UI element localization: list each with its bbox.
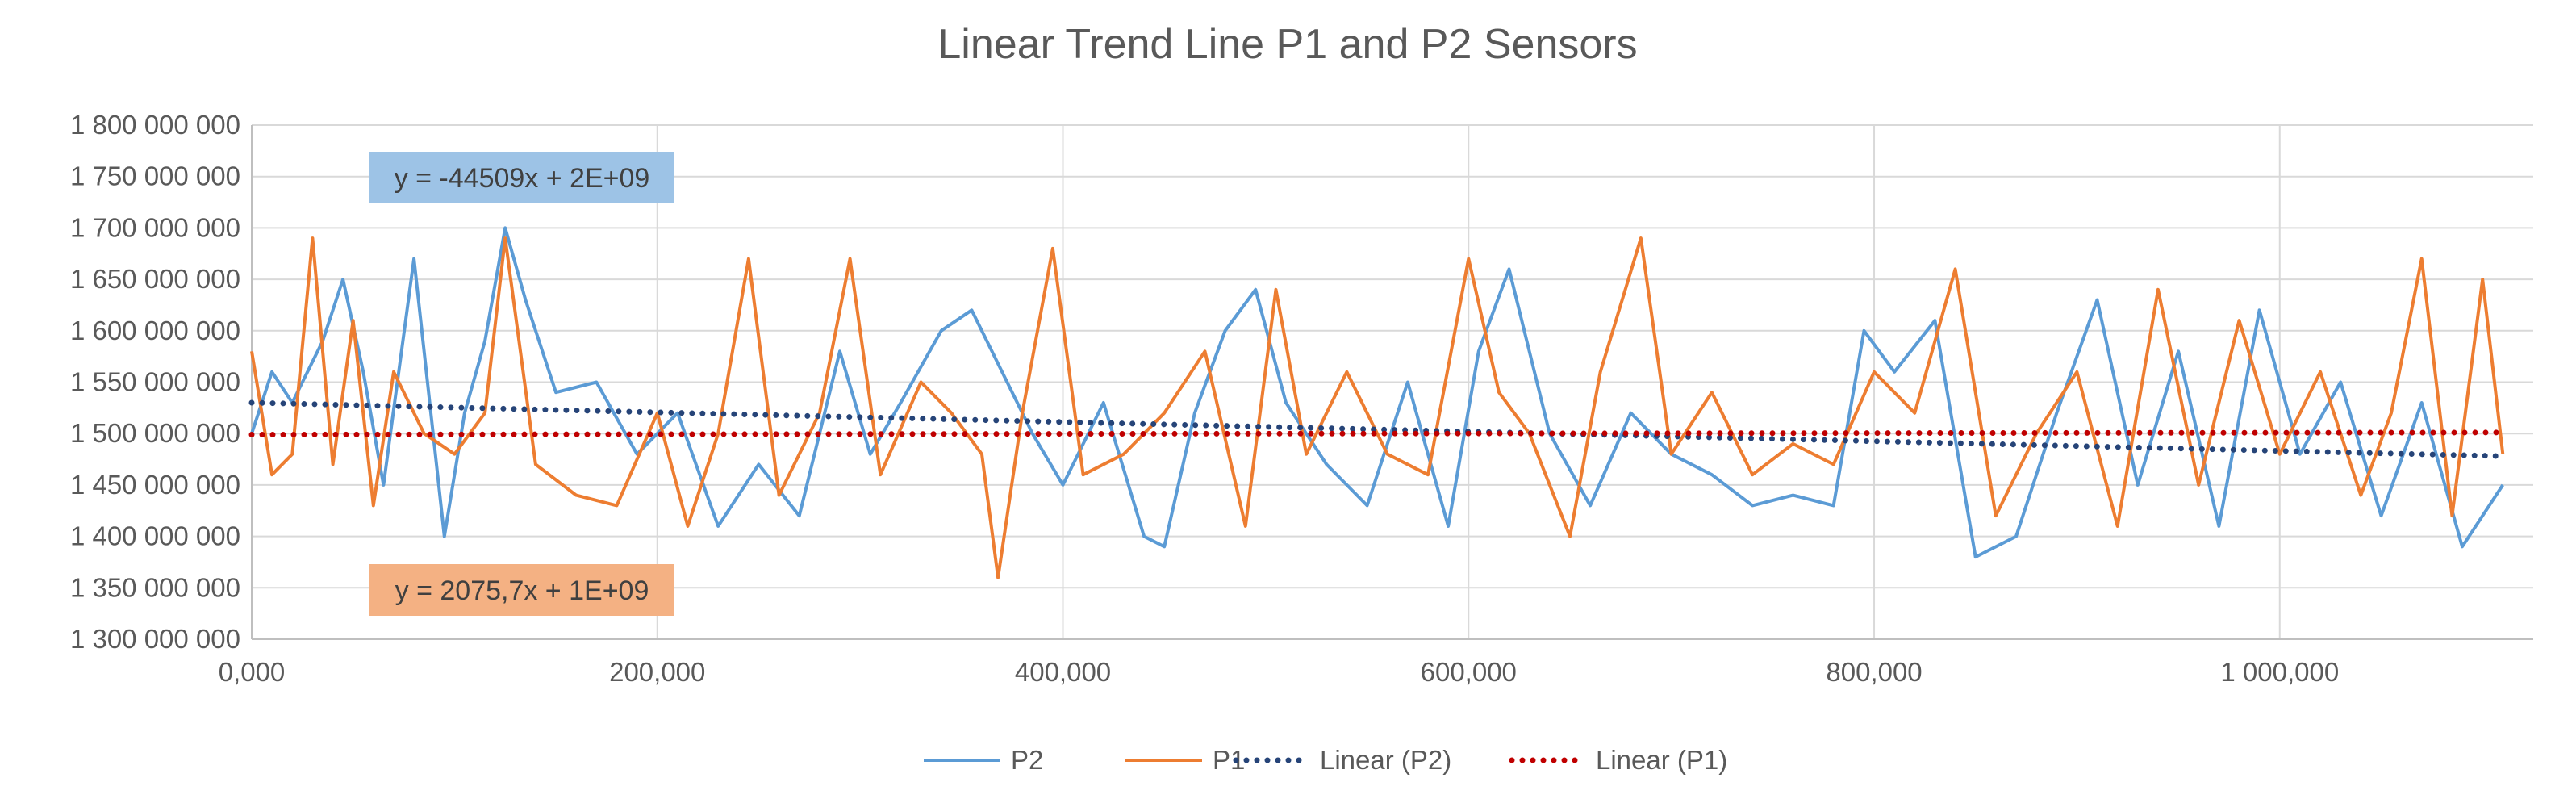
y-tick-label: 1 800 000 000 — [70, 110, 240, 140]
y-tick-labels: 1 800 000 000 1 750 000 000 1 700 000 000 1… — [70, 110, 240, 654]
x-tick-label: 200,000 — [609, 657, 705, 687]
y-tick-label: 1 450 000 000 — [70, 470, 240, 500]
y-tick-label: 1 700 000 000 — [70, 212, 240, 242]
series-line-1 — [250, 226, 2504, 559]
equation-text-p2: y = -44509x + 2E+09 — [395, 163, 650, 194]
legend: P2 P1 Linear (P2) Linear (P1) — [924, 745, 1727, 775]
x-tick-label: 800,000 — [1826, 657, 1922, 687]
y-tick-label: 1 300 000 000 — [70, 624, 240, 654]
y-tick-label: 1 400 000 000 — [70, 521, 240, 551]
series-lines — [248, 226, 2506, 579]
series-line-2 — [250, 236, 2505, 579]
y-tick-label: 1 350 000 000 — [70, 572, 240, 602]
y-tick-label: 1 500 000 000 — [70, 418, 240, 448]
y-tick-label: 1 750 000 000 — [70, 161, 240, 191]
equation-annotation-p2: y = -44509x + 2E+09 — [369, 152, 674, 203]
x-tick-label: 600,000 — [1421, 657, 1517, 687]
axes — [251, 125, 2533, 640]
legend-label: Linear (P2) — [1320, 745, 1451, 775]
equation-box-p2 — [369, 152, 674, 203]
chart-title: Linear Trend Line P1 and P2 Sensors — [937, 21, 1637, 68]
y-tick-label: 1 600 000 000 — [70, 316, 240, 345]
y-tick-label: 1 550 000 000 — [70, 367, 240, 397]
legend-label: P1 — [1213, 745, 1245, 775]
x-tick-labels: 0,000 200,000 400,000 600,000 800,000 1 000,0… — [219, 657, 2339, 687]
x-tick-label: 400,000 — [1015, 657, 1111, 687]
series-line-4 — [248, 429, 2506, 437]
equation-text-p1: y = 2075,7x + 1E+09 — [395, 575, 649, 606]
x-tick-label: 1 000,000 — [2220, 657, 2339, 687]
equation-box-p1 — [369, 564, 674, 616]
y-tick-label: 1 650 000 000 — [70, 264, 240, 294]
legend-label: Linear (P1) — [1596, 745, 1727, 775]
x-tick-label: 0,000 — [219, 657, 286, 687]
series-line-3 — [248, 400, 2506, 459]
legend-label: P2 — [1011, 745, 1043, 775]
equation-annotation-p1: y = 2075,7x + 1E+09 — [369, 564, 674, 616]
